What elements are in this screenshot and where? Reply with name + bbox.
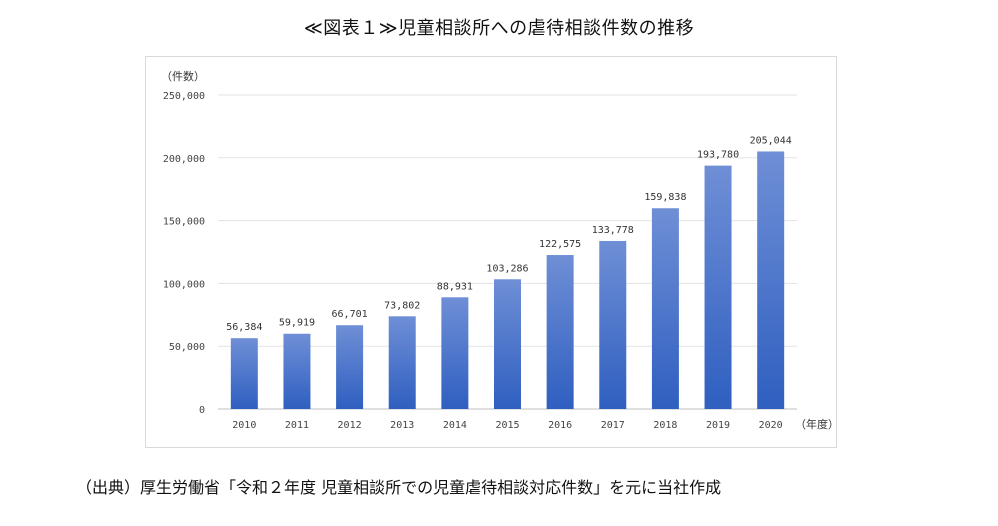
bars [230, 151, 785, 410]
y-axis-unit: （件数） [161, 70, 205, 83]
x-tick-label-2019: 2019 [706, 420, 730, 431]
data-label-2019: 193,780 [697, 150, 739, 161]
bar-chart: 0 50,000 100,000 150,000 200,000 250,000 56,3… [161, 70, 837, 431]
bar-2019 [704, 165, 732, 409]
y-tick-label: 150,000 [163, 217, 205, 228]
data-label-2014: 88,931 [437, 281, 473, 292]
bar-2018 [651, 208, 679, 409]
bar-2020 [757, 151, 785, 410]
chart-title: ≪図表１≫児童相談所への虐待相談件数の推移 [303, 18, 695, 39]
gridlines [218, 94, 797, 410]
data-label-2018: 159,838 [644, 192, 686, 203]
x-tick-label-2018: 2018 [653, 420, 677, 431]
x-tick-label-2015: 2015 [495, 420, 519, 431]
bar-2015 [494, 279, 521, 409]
y-tick-label: 100,000 [163, 279, 205, 290]
data-label-2010: 56,384 [226, 322, 262, 333]
bar-2011 [283, 333, 311, 409]
x-axis-unit: （年度） [795, 417, 837, 431]
data-label-2020: 205,044 [750, 135, 792, 146]
bar-2016 [546, 255, 574, 409]
bar-2012 [336, 325, 364, 409]
x-tick-label-2012: 2012 [338, 420, 362, 431]
data-label-2017: 133,778 [592, 225, 634, 236]
bar-2017 [599, 240, 627, 409]
y-tick-label: 200,000 [163, 154, 205, 165]
bar-2013 [388, 316, 416, 409]
bar-2010 [230, 338, 258, 409]
data-label-2016: 122,575 [539, 239, 581, 250]
source-note: （出典）厚生労働省「令和２年度 児童相談所での児童虐待相談対応件数」を元に当社作… [76, 478, 722, 497]
y-tick-label: 0 [199, 405, 205, 416]
x-tick-label-2013: 2013 [390, 420, 414, 431]
data-label-2012: 66,701 [332, 309, 368, 320]
x-tick-label-2014: 2014 [443, 420, 467, 431]
y-tick-label: 250,000 [163, 91, 205, 102]
data-label-2015: 103,286 [486, 263, 528, 274]
x-tick-label-2011: 2011 [285, 420, 309, 431]
x-axis-ticks: 2010 2011 2012 2013 2014 2015 2016 2017 2018 2019… [232, 420, 782, 431]
bar-2014 [441, 297, 469, 409]
data-label-2013: 73,802 [384, 300, 420, 311]
x-tick-label-2020: 2020 [759, 420, 783, 431]
data-labels: 56,384 59,919 66,701 73,802 88,931 103,286 122… [226, 135, 792, 333]
y-axis-ticks: 0 50,000 100,000 150,000 200,000 250,000 [163, 91, 205, 416]
data-label-2011: 59,919 [279, 318, 315, 329]
x-tick-label-2017: 2017 [601, 420, 625, 431]
x-tick-label-2010: 2010 [232, 420, 256, 431]
y-tick-label: 50,000 [169, 342, 205, 353]
x-tick-label-2016: 2016 [548, 420, 572, 431]
